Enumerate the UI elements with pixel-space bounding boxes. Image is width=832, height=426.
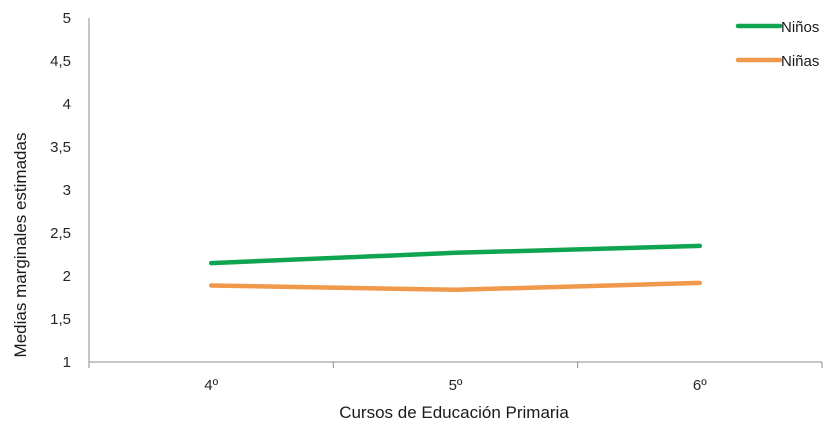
x-tick-label: 5º (449, 377, 463, 394)
series-layer (208, 243, 703, 293)
series-line-0 (208, 243, 703, 266)
y-tick-label: 1 (63, 354, 71, 371)
y-tick-label: 2,5 (50, 225, 71, 242)
x-axis: 4º 5º 6º (88, 361, 823, 394)
legend: Niños Niñas (735, 19, 819, 70)
y-tick-label: 4,5 (50, 53, 71, 70)
y-tick-label: 3,5 (50, 139, 71, 156)
x-tick-label: 6º (693, 377, 707, 394)
y-axis: 1 1,5 2 2,5 3 3,5 4 4,5 5 (50, 10, 90, 371)
y-tick-label: 4 (63, 96, 71, 113)
legend-label: Niñas (781, 53, 819, 70)
y-tick-label: 3 (63, 182, 71, 199)
x-tick-label: 4º (204, 377, 218, 394)
y-tick-label: 2 (63, 268, 71, 285)
y-tick-label: 5 (63, 10, 71, 27)
y-axis-title: Medias marginales estimadas (11, 133, 30, 358)
x-axis-title: Cursos de Educación Primaria (339, 403, 569, 422)
y-tick-label: 1,5 (50, 311, 71, 328)
legend-label: Niños (781, 19, 819, 36)
series-line-1 (208, 280, 703, 293)
